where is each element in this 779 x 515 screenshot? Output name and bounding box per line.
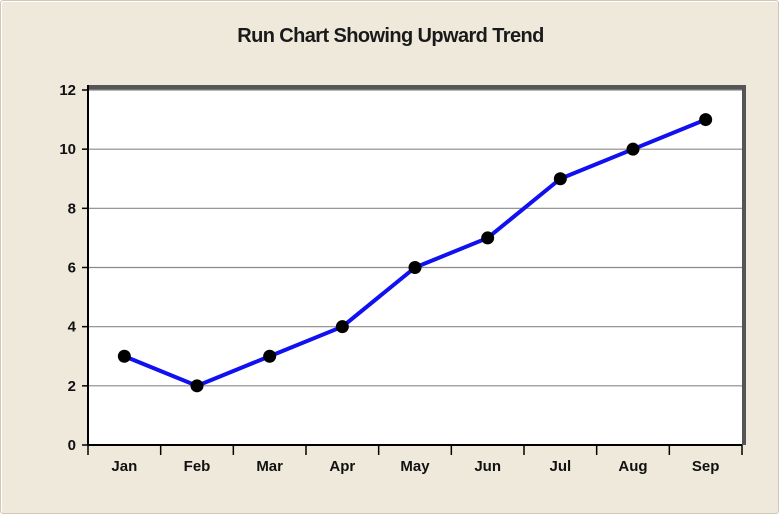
data-point bbox=[335, 320, 349, 334]
x-tick-label: May bbox=[400, 458, 430, 475]
y-tick-label: 12 bbox=[59, 82, 76, 99]
x-tick-label: Mar bbox=[256, 458, 283, 475]
x-tick-label: Aug bbox=[618, 458, 647, 475]
x-tick-label: Feb bbox=[184, 458, 211, 475]
series-layer bbox=[117, 113, 713, 393]
x-tick-label: Jun bbox=[474, 458, 501, 475]
plot-shadow-right bbox=[742, 85, 746, 445]
x-tick-label: Jan bbox=[111, 458, 137, 475]
data-point bbox=[408, 261, 422, 274]
data-point bbox=[699, 113, 713, 127]
x-tick-label: Apr bbox=[329, 458, 355, 475]
x-tick-label: Jul bbox=[549, 458, 571, 475]
y-tick-label: 8 bbox=[68, 200, 76, 217]
data-point bbox=[117, 349, 131, 363]
y-tick-label: 10 bbox=[59, 141, 76, 158]
y-tick-label: 2 bbox=[68, 378, 76, 395]
data-point bbox=[263, 349, 277, 363]
x-tick-label: Sep bbox=[692, 458, 720, 475]
plot-shadow-top bbox=[88, 85, 746, 90]
plot-shadow bbox=[88, 85, 746, 445]
data-point bbox=[190, 379, 204, 393]
data-point bbox=[481, 231, 495, 245]
y-tick-label: 6 bbox=[68, 260, 76, 277]
y-tick-label: 0 bbox=[68, 437, 76, 454]
data-point bbox=[626, 142, 640, 156]
chart-title: Run Chart Showing Upward Trend bbox=[237, 25, 544, 47]
tick-labels: 0 2 4 6 8 10 12 Jan Feb Mar Apr May Jun Jul Aug Sep bbox=[59, 82, 719, 475]
data-point bbox=[553, 172, 567, 186]
axes bbox=[82, 85, 743, 455]
y-tick-label: 4 bbox=[68, 319, 77, 336]
